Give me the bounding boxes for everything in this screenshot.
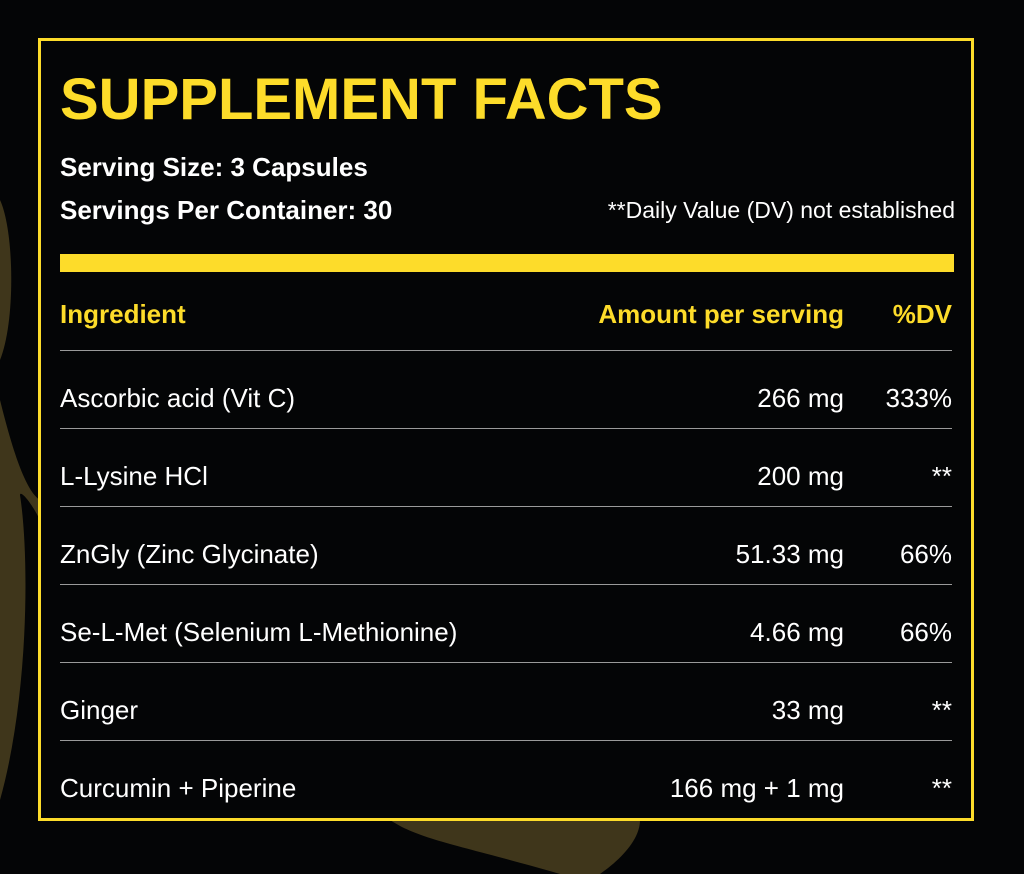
column-header-dv: %DV bbox=[892, 299, 952, 329]
table-row: Ascorbic acid (Vit C) 266 mg 333% bbox=[60, 351, 952, 429]
ingredient-dv: 333% bbox=[885, 383, 953, 413]
ingredient-name: L-Lysine HCl bbox=[60, 461, 208, 491]
table-row: Se-L-Met (Selenium L-Methionine) 4.66 mg… bbox=[60, 585, 952, 663]
ingredient-name: Se-L-Met (Selenium L-Methionine) bbox=[60, 617, 458, 647]
ingredient-dv: ** bbox=[931, 773, 952, 803]
column-header-amount: Amount per serving bbox=[598, 299, 844, 329]
ingredient-dv: 66% bbox=[899, 539, 952, 569]
table-row: Ginger 33 mg ** bbox=[60, 663, 952, 741]
ingredient-amount: 33 mg bbox=[771, 695, 844, 725]
servings-per-container: Servings Per Container: 30 bbox=[60, 195, 393, 225]
column-header-ingredient: Ingredient bbox=[60, 299, 186, 329]
dv-footnote: **Daily Value (DV) not established bbox=[607, 197, 955, 223]
table-header-row: Ingredient Amount per serving %DV bbox=[60, 288, 952, 351]
table-row: Curcumin + Piperine 166 mg + 1 mg ** bbox=[60, 741, 952, 818]
ingredient-dv: ** bbox=[931, 461, 952, 491]
ingredient-amount: 166 mg + 1 mg bbox=[669, 773, 844, 803]
ingredient-name: Ginger bbox=[60, 695, 139, 725]
page-title: SUPPLEMENT FACTS bbox=[60, 67, 663, 132]
table-row: ZnGly (Zinc Glycinate) 51.33 mg 66% bbox=[60, 507, 952, 585]
ingredient-amount: 4.66 mg bbox=[750, 617, 844, 647]
ingredients-table: Ingredient Amount per serving %DV Ascorb… bbox=[60, 288, 952, 818]
table-row: L-Lysine HCl 200 mg ** bbox=[60, 429, 952, 507]
divider-bar bbox=[60, 254, 954, 272]
ingredient-amount: 51.33 mg bbox=[735, 539, 844, 569]
ingredient-name: Curcumin + Piperine bbox=[60, 773, 297, 803]
ingredient-amount: 200 mg bbox=[757, 461, 844, 491]
ingredient-name: ZnGly (Zinc Glycinate) bbox=[60, 539, 319, 569]
supplement-facts-panel: SUPPLEMENT FACTS Serving Size: 3 Capsule… bbox=[38, 38, 974, 821]
serving-size: Serving Size: 3 Capsules bbox=[60, 152, 368, 182]
ingredient-dv: ** bbox=[931, 695, 952, 725]
ingredient-name: Ascorbic acid (Vit C) bbox=[60, 383, 296, 413]
ingredient-dv: 66% bbox=[899, 617, 952, 647]
ingredient-amount: 266 mg bbox=[757, 383, 844, 413]
